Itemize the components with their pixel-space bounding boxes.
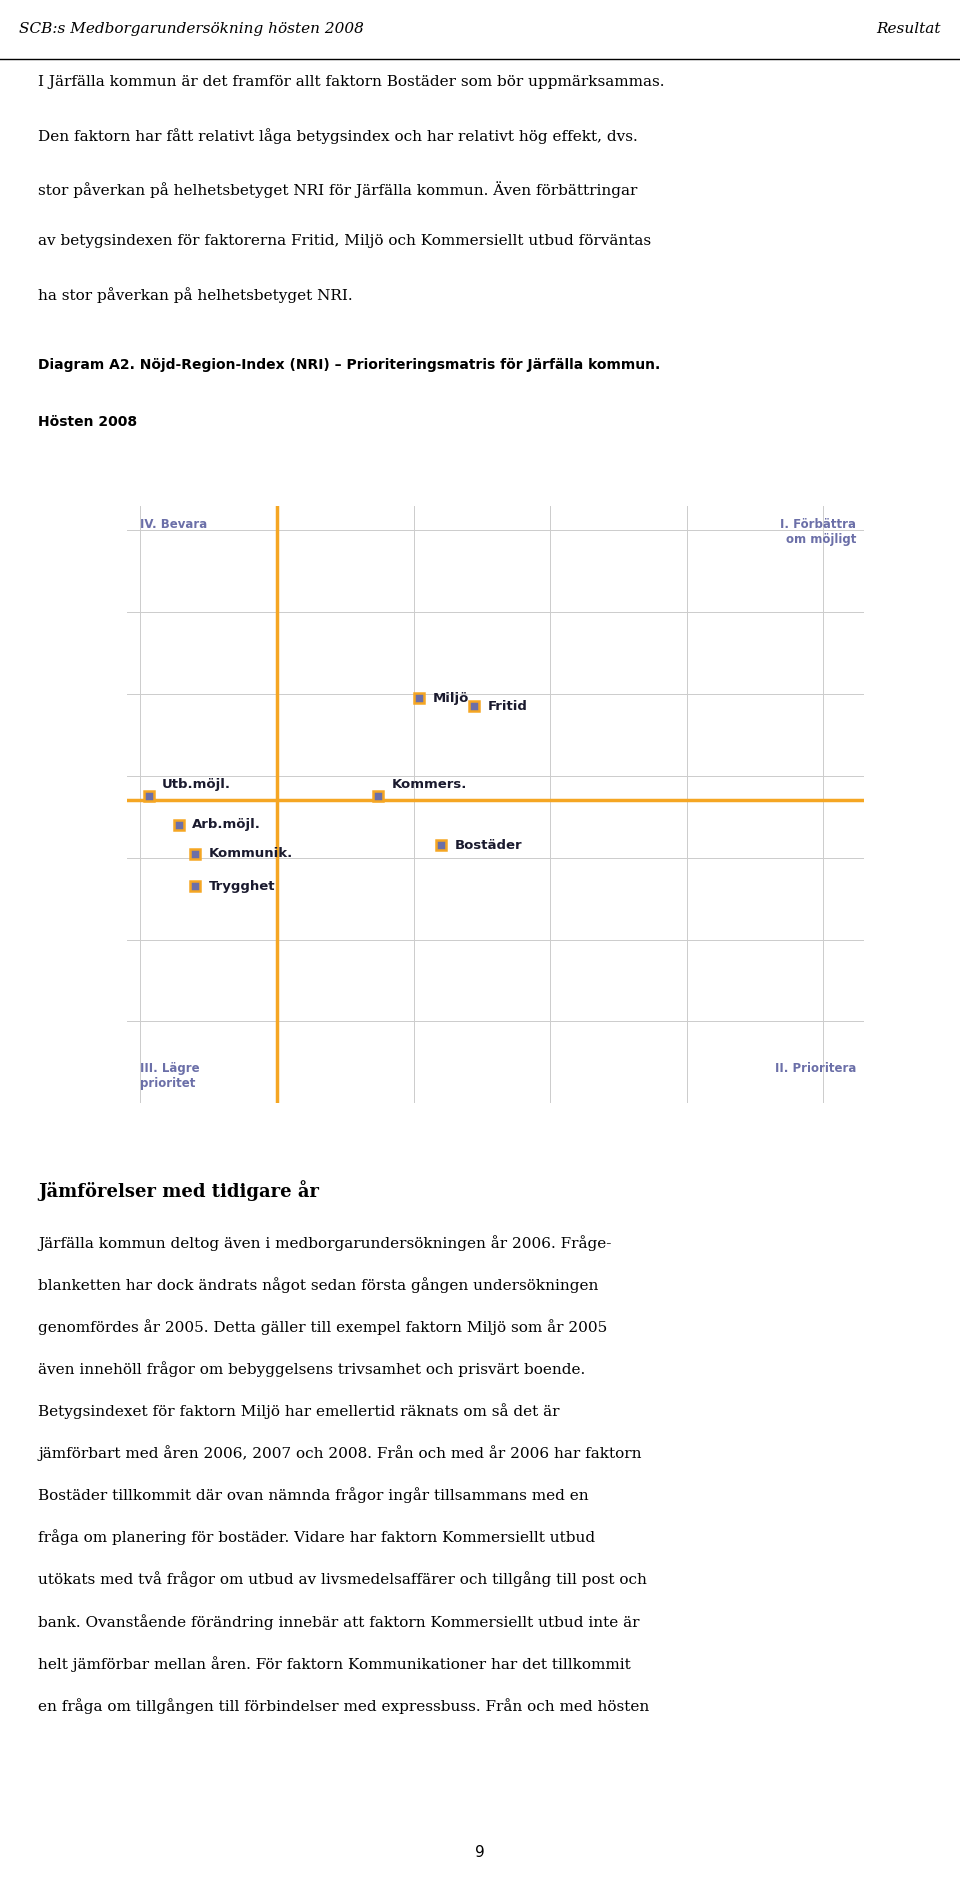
Text: utökats med två frågor om utbud av livsmedelsaffärer och tillgång till post och: utökats med två frågor om utbud av livsm… [38, 1571, 647, 1588]
Text: Bostäder: Bostäder [454, 839, 522, 852]
Text: Resultat: Resultat [876, 23, 941, 36]
Text: Jämförelser med tidigare år: Jämförelser med tidigare år [38, 1181, 320, 1201]
Text: Bostäder tillkommit där ovan nämnda frågor ingår tillsammans med en: Bostäder tillkommit där ovan nämnda fråg… [38, 1488, 589, 1503]
Text: genomfördes år 2005. Detta gäller till exempel faktorn Miljö som år 2005: genomfördes år 2005. Detta gäller till e… [38, 1320, 608, 1335]
Text: bank. Ovanstående förändring innebär att faktorn Kommersiellt utbud inte är: bank. Ovanstående förändring innebär att… [38, 1614, 640, 1630]
Text: jämförbart med åren 2006, 2007 och 2008. Från och med år 2006 har faktorn: jämförbart med åren 2006, 2007 och 2008.… [38, 1445, 642, 1462]
Text: Hösten 2008: Hösten 2008 [38, 415, 137, 428]
Text: 9: 9 [475, 1846, 485, 1860]
Text: SCB:s Medborgarundersökning hösten 2008: SCB:s Medborgarundersökning hösten 2008 [19, 23, 364, 36]
Text: Den faktorn har fått relativt låga betygsindex och har relativt hög effekt, dvs.: Den faktorn har fått relativt låga betyg… [38, 128, 638, 143]
Text: Effekt: Effekt [862, 1132, 908, 1145]
Text: fråga om planering för bostäder. Vidare har faktorn Kommersiellt utbud: fråga om planering för bostäder. Vidare … [38, 1530, 595, 1545]
Text: en fråga om tillgången till förbindelser med expressbuss. Från och med hösten: en fråga om tillgången till förbindelser… [38, 1697, 650, 1714]
Text: Betygsindexet för faktorn Miljö har emellertid räknats om så det är: Betygsindexet för faktorn Miljö har emel… [38, 1403, 560, 1420]
Text: III. Lägre
prioritet: III. Lägre prioritet [140, 1062, 200, 1090]
Text: IV. Bevara: IV. Bevara [140, 519, 207, 532]
Text: även innehöll frågor om bebyggelsens trivsamhet och prisvärt boende.: även innehöll frågor om bebyggelsens tri… [38, 1362, 586, 1377]
Text: Utb.möjl.: Utb.möjl. [162, 777, 231, 790]
Text: blanketten har dock ändrats något sedan första gången undersökningen: blanketten har dock ändrats något sedan … [38, 1277, 599, 1294]
Text: helt jämförbar mellan åren. För faktorn Kommunikationer har det tillkommit: helt jämförbar mellan åren. För faktorn … [38, 1656, 631, 1671]
Text: I Järfälla kommun är det framför allt faktorn Bostäder som bör uppmärksammas.: I Järfälla kommun är det framför allt fa… [38, 75, 665, 89]
Text: Trygghet: Trygghet [208, 881, 276, 892]
Text: av betygsindexen för faktorerna Fritid, Miljö och Kommersiellt utbud förväntas: av betygsindexen för faktorerna Fritid, … [38, 234, 652, 247]
Text: Kommunik.: Kommunik. [208, 847, 293, 860]
Text: II. Prioritera: II. Prioritera [775, 1062, 856, 1075]
Text: ha stor påverkan på helhetsbetyget NRI.: ha stor påverkan på helhetsbetyget NRI. [38, 287, 353, 302]
Text: stor påverkan på helhetsbetyget NRI för Järfälla kommun. Även förbättringar: stor påverkan på helhetsbetyget NRI för … [38, 181, 637, 198]
Text: I. Förbättra
om möjligt: I. Förbättra om möjligt [780, 519, 856, 545]
Text: Järfälla kommun: Järfälla kommun [725, 481, 904, 500]
Text: Arb.möjl.: Arb.möjl. [192, 819, 261, 832]
Text: Betygsindex: Betygsindex [74, 481, 171, 494]
Text: Kommers.: Kommers. [392, 777, 467, 790]
Text: Miljö: Miljö [433, 692, 469, 705]
Text: Järfälla kommun deltog även i medborgarundersökningen år 2006. Fråge-: Järfälla kommun deltog även i medborgaru… [38, 1235, 612, 1250]
Text: Fritid: Fritid [488, 700, 527, 713]
Text: Diagram A2. Nöjd-Region-Index (NRI) – Prioriteringsmatris för Järfälla kommun.: Diagram A2. Nöjd-Region-Index (NRI) – Pr… [38, 358, 660, 372]
